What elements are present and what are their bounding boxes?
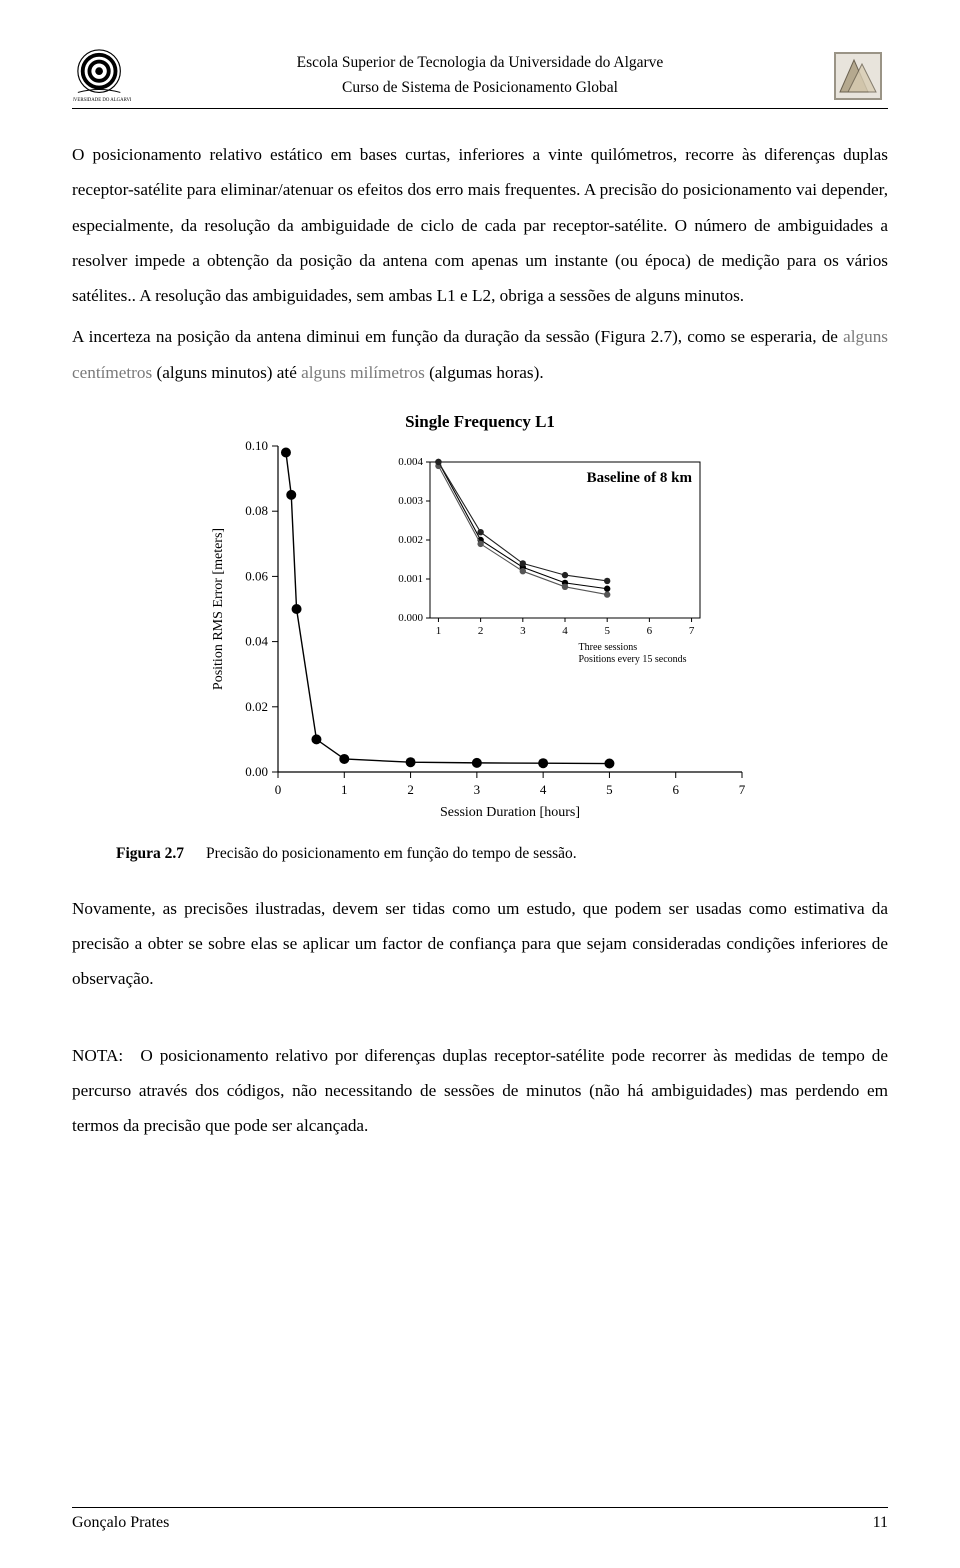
secondary-logo-icon — [828, 48, 888, 104]
svg-text:Baseline of 8 km: Baseline of 8 km — [587, 470, 693, 486]
svg-text:1: 1 — [436, 625, 442, 637]
svg-text:UNIVERSIDADE DO ALGARVE: UNIVERSIDADE DO ALGARVE — [73, 98, 131, 103]
svg-text:0.04: 0.04 — [245, 633, 268, 648]
svg-text:0.004: 0.004 — [398, 456, 423, 468]
svg-text:0.003: 0.003 — [398, 495, 423, 507]
svg-text:Three sessions: Three sessions — [579, 642, 638, 653]
svg-text:0.000: 0.000 — [398, 612, 423, 624]
svg-text:0.002: 0.002 — [398, 534, 423, 546]
institution-logo-icon: UNIVERSIDADE DO ALGARVE — [72, 48, 132, 104]
figure-caption: Figura 2.7 Precisão do posicionamento em … — [116, 845, 888, 863]
svg-text:Session Duration [hours]: Session Duration [hours] — [440, 805, 580, 820]
svg-text:6: 6 — [672, 782, 679, 797]
svg-text:0.10: 0.10 — [245, 438, 268, 453]
svg-text:5: 5 — [606, 782, 613, 797]
svg-text:0.02: 0.02 — [245, 699, 268, 714]
svg-text:5: 5 — [604, 625, 610, 637]
main-chart: 0.00 0.02 0.04 0.06 0.08 0.10 0 1 2 3 4 5 6 7 Session … — [200, 436, 760, 826]
footer-page-number: 11 — [873, 1514, 888, 1532]
svg-text:2: 2 — [407, 782, 414, 797]
svg-text:0.00: 0.00 — [245, 764, 268, 779]
svg-text:0.08: 0.08 — [245, 503, 268, 518]
svg-text:3: 3 — [520, 625, 526, 637]
svg-text:7: 7 — [689, 625, 695, 637]
page-header: UNIVERSIDADE DO ALGARVE Escola Superior … — [72, 48, 888, 109]
svg-text:4: 4 — [562, 625, 568, 637]
paragraph-2-part-c: (algumas horas). — [425, 363, 544, 382]
figure-caption-text: Precisão do posicionamento em função do … — [206, 845, 577, 862]
svg-text:7: 7 — [739, 782, 746, 797]
svg-text:0: 0 — [275, 782, 282, 797]
svg-text:Position RMS Error [meters]: Position RMS Error [meters] — [211, 528, 226, 690]
paragraph-3: Novamente, as precisões ilustradas, deve… — [72, 891, 888, 997]
header-line-1: Escola Superior de Tecnologia da Univers… — [132, 51, 828, 76]
paragraph-4: NOTA: O posicionamento relativo por dife… — [72, 1038, 888, 1144]
figure-caption-label: Figura 2.7 — [116, 845, 184, 862]
svg-text:0.06: 0.06 — [245, 568, 268, 583]
svg-text:Positions every 15 seconds: Positions every 15 seconds — [579, 654, 687, 665]
page-footer: Gonçalo Prates 11 — [72, 1507, 888, 1532]
svg-text:6: 6 — [647, 625, 653, 637]
svg-text:1: 1 — [341, 782, 348, 797]
paragraph-2: A incerteza na posição da antena diminui… — [72, 319, 888, 390]
paragraph-2-part-b: (alguns minutos) até — [152, 363, 301, 382]
svg-text:2: 2 — [478, 625, 484, 637]
svg-text:0.001: 0.001 — [398, 573, 423, 585]
document-body: O posicionamento relativo estático em ba… — [72, 137, 888, 390]
header-line-2: Curso de Sistema de Posicionamento Globa… — [132, 76, 828, 101]
footer-author: Gonçalo Prates — [72, 1514, 169, 1532]
paragraph-2-part-a: A incerteza na posição da antena diminui… — [72, 327, 843, 346]
document-body-lower: Novamente, as precisões ilustradas, deve… — [72, 891, 888, 1144]
paragraph-1: O posicionamento relativo estático em ba… — [72, 137, 888, 313]
svg-text:4: 4 — [540, 782, 547, 797]
figure-container: Single Frequency L1 0.00 0.02 0.04 0.06 0.08… — [72, 412, 888, 831]
svg-text:3: 3 — [474, 782, 481, 797]
paragraph-2-muted-2: alguns milímetros — [301, 363, 425, 382]
chart-title: Single Frequency L1 — [200, 412, 760, 432]
